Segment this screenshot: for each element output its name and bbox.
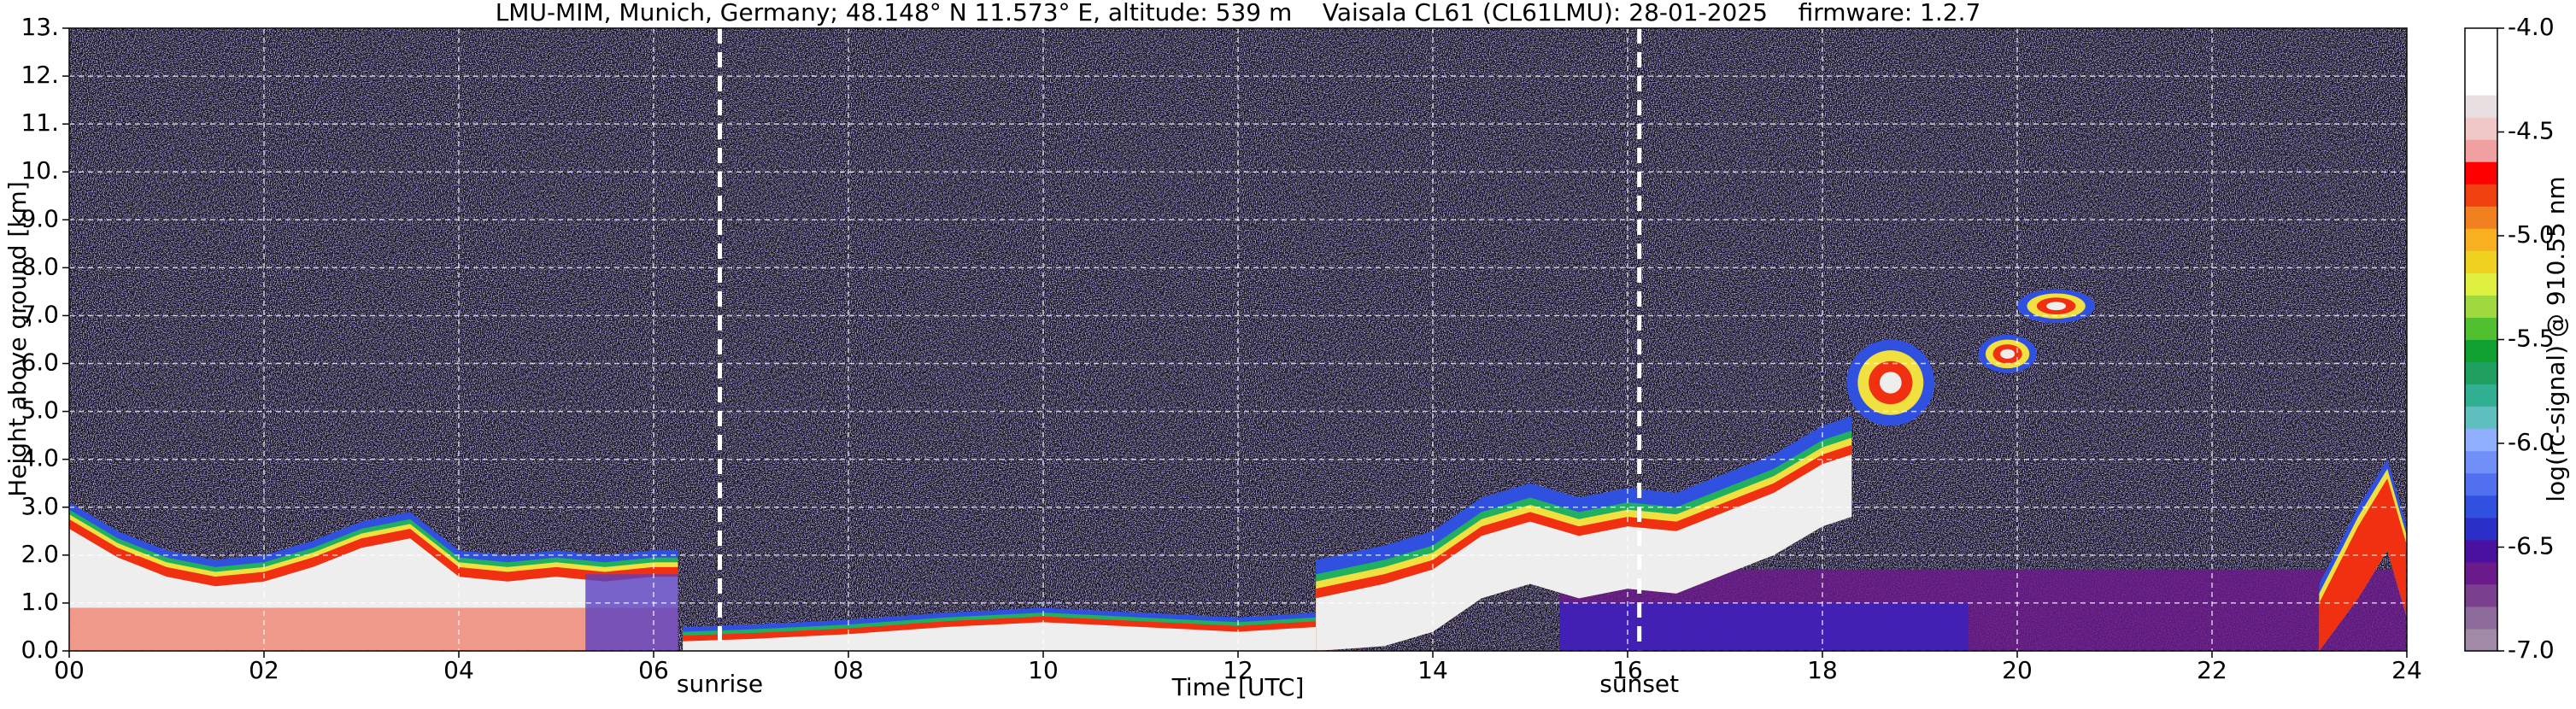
x-tick-label: 10 (1028, 656, 1059, 684)
backscatter-feature (2319, 478, 2407, 651)
colorbar-band (2465, 384, 2497, 407)
y-tick-label: 3.0 (21, 492, 59, 520)
y-tick-label: 12. (21, 61, 59, 89)
colorbar-band (2465, 317, 2497, 340)
colorbar-band (2465, 495, 2497, 519)
y-tick-label: 9.0 (21, 204, 59, 232)
colorbar-tick-label: -5.5 (2508, 325, 2555, 353)
colorbar-tick-label: -6.5 (2508, 532, 2555, 560)
chart-title: LMU-MIM, Munich, Germany; 48.148° N 11.5… (496, 0, 1981, 26)
x-tick-label: 12 (1223, 656, 1253, 684)
colorbar-band (2465, 539, 2497, 563)
backscatter-feature (69, 607, 678, 651)
backscatter-feature (1879, 372, 1902, 394)
colorbar-tick-label: -6.0 (2508, 428, 2555, 456)
colorbar-band (2465, 95, 2497, 118)
colorbar-band (2465, 228, 2497, 251)
y-axis-label: Height above ground [km] (3, 181, 32, 497)
backscatter-feature (1559, 602, 1969, 651)
y-tick-label: 7.0 (21, 300, 59, 328)
x-tick-label: 22 (2197, 656, 2227, 684)
x-tick-label: 20 (2002, 656, 2033, 684)
x-tick-label: 18 (1807, 656, 1838, 684)
x-tick-label: 16 (1612, 656, 1643, 684)
colorbar-band (2465, 450, 2497, 474)
annotation-label: sunset (1599, 670, 1679, 698)
x-tick-label: 08 (833, 656, 864, 684)
y-tick-label: 10. (21, 156, 59, 185)
colorbar-band (2465, 361, 2497, 385)
colorbar-band (2465, 73, 2497, 96)
backscatter-feature (2046, 302, 2067, 311)
colorbar-band (2465, 295, 2497, 318)
colorbar-label: log(rc-signal) @ 910.55 nm (2542, 176, 2570, 501)
colorbar-band (2465, 272, 2497, 296)
plot-area (69, 28, 2407, 651)
y-tick-label: 11. (21, 108, 59, 137)
y-tick-label: 8.0 (21, 252, 59, 280)
x-tick-label: 02 (249, 656, 279, 684)
colorbar-band (2465, 161, 2497, 185)
backscatter-feature (1316, 454, 1852, 651)
x-axis-label: Time [UTC] (1171, 673, 1305, 701)
y-tick-label: 0.0 (21, 636, 59, 664)
colorbar-tick-label: -4.0 (2508, 13, 2555, 41)
backscatter-feature (585, 574, 678, 651)
colorbar-band (2465, 406, 2497, 430)
colorbar-band (2465, 339, 2497, 363)
colorbar-tick-label: -4.5 (2508, 117, 2555, 145)
x-tick-label: 14 (1417, 656, 1448, 684)
colorbar-band (2465, 472, 2497, 496)
x-tick-label: 00 (54, 656, 85, 684)
y-tick-label: 6.0 (21, 349, 59, 377)
backscatter-feature (683, 622, 1317, 651)
colorbar-band (2465, 139, 2497, 162)
y-tick-label: 1.0 (21, 588, 59, 616)
x-tick-label: 24 (2391, 656, 2422, 684)
backscatter-feature (69, 529, 678, 651)
colorbar-band (2465, 628, 2497, 652)
backscatter-feature (2000, 349, 2016, 359)
colorbar-band (2465, 206, 2497, 229)
colorbar-band (2465, 583, 2497, 607)
colorbar-band (2465, 250, 2497, 273)
y-tick-label: 5.0 (21, 396, 59, 425)
colorbar-band (2465, 117, 2497, 140)
colorbar-tick-label: -7.0 (2508, 636, 2555, 664)
colorbar-band (2465, 28, 2497, 51)
colorbar-band (2465, 517, 2497, 541)
colorbar-tick-label: -5.0 (2508, 220, 2555, 249)
colorbar-band (2465, 184, 2497, 207)
x-tick-label: 06 (638, 656, 669, 684)
y-tick-label: 2.0 (21, 540, 59, 568)
colorbar-band (2465, 50, 2497, 73)
y-tick-label: 13. (21, 13, 59, 41)
y-tick-label: 4.0 (21, 444, 59, 472)
colorbar-band (2465, 606, 2497, 630)
x-tick-label: 04 (443, 656, 474, 684)
annotation-label: sunrise (677, 670, 763, 698)
colorbar-band (2465, 561, 2497, 585)
colorbar-band (2465, 428, 2497, 452)
